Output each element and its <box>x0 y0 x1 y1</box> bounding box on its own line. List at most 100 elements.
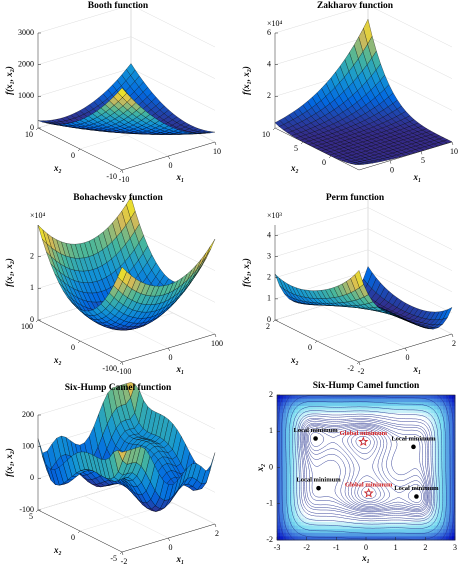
contour-fill <box>386 463 391 468</box>
contour-fill <box>416 449 420 454</box>
contour-fill <box>309 518 313 523</box>
contour-fill <box>354 496 358 501</box>
tick-mark <box>121 169 124 174</box>
contour-fill <box>277 453 281 458</box>
contour-fill <box>354 467 358 472</box>
contour-fill <box>330 532 334 537</box>
contour-fill <box>440 489 444 494</box>
contour-fill <box>440 420 444 425</box>
contour-fill <box>380 413 385 418</box>
contour-fill <box>327 405 331 410</box>
contour-fill <box>395 474 400 479</box>
contour-fill <box>360 525 364 530</box>
contour-fill <box>413 529 417 534</box>
tick-mark <box>121 551 124 556</box>
x-tick-label: -100 <box>117 367 132 376</box>
contour-fill <box>312 398 316 403</box>
contour-fill <box>277 503 281 508</box>
contour-fill <box>386 438 391 443</box>
contour-fill <box>279 514 284 519</box>
contour-fill <box>327 395 331 400</box>
contour-fill <box>297 529 302 534</box>
contour-fill <box>282 500 287 505</box>
contour-fill <box>333 532 337 537</box>
contour-fill <box>377 514 382 519</box>
contour-fill <box>312 453 316 458</box>
contour-fill <box>389 460 394 465</box>
contour-fill <box>360 460 364 465</box>
contour-fill <box>285 521 290 526</box>
contour-fill <box>294 434 299 439</box>
contour-fill <box>348 489 352 494</box>
y-tick-label: 2 <box>266 322 270 331</box>
contour-fill <box>288 398 293 403</box>
contour-fill <box>366 474 370 479</box>
contour-fill <box>282 529 287 534</box>
z-tick-label: 3 <box>267 251 271 260</box>
contour-fill <box>416 398 420 403</box>
contour-fill <box>357 398 361 403</box>
contour-fill <box>368 507 373 512</box>
contour-fill <box>413 413 417 418</box>
contour-fill <box>324 492 328 497</box>
contour-fill <box>279 434 284 439</box>
contour-fill <box>345 474 349 479</box>
tick-mark <box>119 551 123 555</box>
contour-fill <box>428 532 432 537</box>
contour-fill <box>282 460 287 465</box>
contour-fill <box>336 471 340 476</box>
contour-fill <box>446 492 450 497</box>
minimum-marker <box>316 485 321 491</box>
contour-fill <box>437 398 441 403</box>
contour-fill <box>312 485 316 490</box>
contour-fill <box>324 402 328 407</box>
contour-fill <box>351 409 355 414</box>
contour-fill <box>410 420 414 425</box>
contour-fill <box>279 467 284 472</box>
x-axis-label: x₁ <box>413 364 422 374</box>
contour-fill <box>443 492 447 497</box>
contour-fill <box>398 532 402 537</box>
contour-fill <box>449 395 453 400</box>
contour-fill <box>300 463 305 468</box>
contour-fill <box>398 460 402 465</box>
contour-fill <box>327 463 331 468</box>
contour-fill <box>357 409 361 414</box>
contour-fill <box>318 503 322 508</box>
contour-fill <box>297 405 302 410</box>
contour-fill <box>312 471 316 476</box>
contour-fill <box>324 463 328 468</box>
contour-fill <box>324 514 328 519</box>
contour-fill <box>422 492 426 497</box>
contour-fill <box>416 453 420 458</box>
x-tick-label: 2 <box>423 543 427 552</box>
contour-fill <box>377 463 382 468</box>
contour-fill <box>440 405 444 410</box>
contour-fill <box>404 460 408 465</box>
contour-fill <box>277 416 281 421</box>
contour-fill <box>434 478 438 483</box>
contour-fill <box>291 532 296 537</box>
contour-fill <box>351 402 355 407</box>
contour-fill <box>446 449 450 454</box>
contour-fill <box>398 525 402 530</box>
contour-fill <box>291 521 296 526</box>
z-multiplier: ×10³ <box>267 211 283 220</box>
contour-fill <box>312 529 316 534</box>
contour-fill <box>327 518 331 523</box>
contour-fill <box>434 445 438 450</box>
contour-fill <box>413 427 417 432</box>
contour-fill <box>395 427 400 432</box>
contour-fill <box>351 405 355 410</box>
contour-fill <box>277 449 281 454</box>
contour-fill <box>371 438 376 443</box>
contour-fill <box>277 424 281 429</box>
contour-fill <box>374 398 379 403</box>
contour-fill <box>446 445 450 450</box>
contour-fill <box>449 453 453 458</box>
contour-fill <box>336 405 340 410</box>
contour-fill <box>398 521 402 526</box>
contour-fill <box>300 467 305 472</box>
contour-fill <box>437 438 441 443</box>
x-tick-label: -10 <box>119 175 130 184</box>
